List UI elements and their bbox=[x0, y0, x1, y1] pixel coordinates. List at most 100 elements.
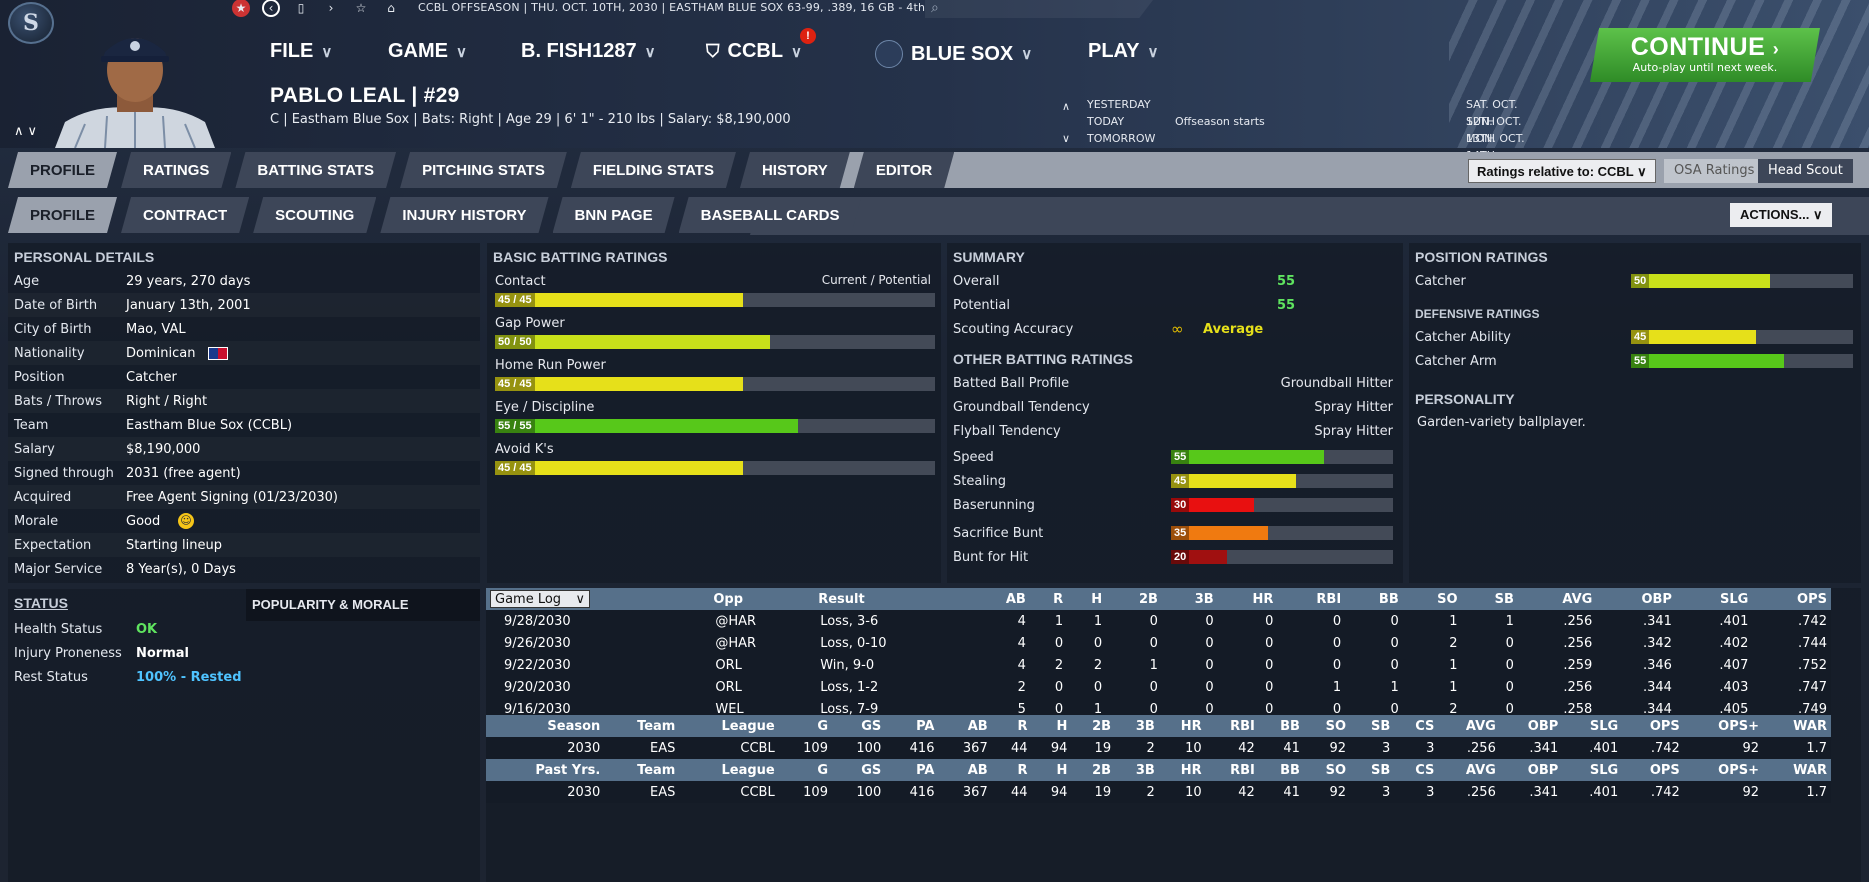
column-header[interactable]: RBI bbox=[1205, 715, 1259, 737]
continue-button[interactable]: CONTINUE › Auto-play until next week. bbox=[1590, 28, 1820, 82]
home-icon[interactable]: ⌂ bbox=[387, 1, 395, 15]
column-header[interactable]: OPS bbox=[1622, 759, 1684, 781]
column-header[interactable]: GS bbox=[831, 715, 886, 737]
column-header[interactable]: 3B bbox=[1161, 588, 1218, 610]
tab-ratings[interactable]: RATINGS bbox=[121, 152, 231, 188]
tab-editor[interactable]: EDITOR bbox=[854, 152, 954, 188]
up-arrow-icon[interactable]: ∧ bbox=[1062, 100, 1071, 113]
subtab-baseball-cards[interactable]: BASEBALL CARDS bbox=[679, 197, 862, 233]
column-header[interactable]: H bbox=[1031, 715, 1072, 737]
popularity-morale-tab[interactable]: POPULARITY & MORALE bbox=[246, 589, 480, 621]
column-header[interactable]: Result bbox=[814, 588, 972, 610]
tab-history[interactable]: HISTORY bbox=[740, 152, 850, 188]
column-header[interactable]: BB bbox=[1258, 715, 1304, 737]
tab-batting-stats[interactable]: BATTING STATS bbox=[235, 152, 396, 188]
column-header[interactable]: Team bbox=[604, 715, 680, 737]
column-header[interactable]: BB bbox=[1258, 759, 1304, 781]
column-header[interactable]: AVG bbox=[1517, 588, 1597, 610]
column-header[interactable]: RBI bbox=[1277, 588, 1346, 610]
actions-button[interactable]: ACTIONS... ∨ bbox=[1730, 203, 1833, 227]
subtab-bnn-page[interactable]: BNN PAGE bbox=[553, 197, 675, 233]
game-log-select[interactable]: Game Log ∨ bbox=[490, 590, 590, 608]
column-header[interactable]: Opp bbox=[709, 588, 815, 610]
column-header[interactable]: SO bbox=[1303, 759, 1351, 781]
column-header[interactable]: OPS+ bbox=[1683, 759, 1763, 781]
column-header[interactable]: 3B bbox=[1115, 715, 1159, 737]
head-scout-toggle[interactable]: Head Scout bbox=[1758, 159, 1853, 183]
column-header[interactable]: SB bbox=[1350, 759, 1395, 781]
column-header[interactable]: R bbox=[991, 715, 1032, 737]
column-header[interactable]: 3B bbox=[1115, 759, 1159, 781]
column-header[interactable]: SB bbox=[1461, 588, 1518, 610]
column-header[interactable]: PA bbox=[885, 759, 939, 781]
down-arrow-icon[interactable]: ∨ bbox=[1062, 132, 1071, 145]
column-header[interactable]: AVG bbox=[1438, 759, 1500, 781]
menu-user[interactable]: B. FISH1287 ∨ bbox=[521, 40, 656, 63]
forward-icon[interactable]: › bbox=[328, 1, 334, 15]
column-header[interactable]: AB bbox=[938, 715, 992, 737]
subtab-profile[interactable]: PROFILE bbox=[8, 197, 117, 233]
column-header[interactable]: League bbox=[679, 759, 779, 781]
column-header[interactable]: WAR bbox=[1763, 759, 1831, 781]
column-header[interactable]: R bbox=[991, 759, 1032, 781]
column-header[interactable]: SLG bbox=[1562, 715, 1623, 737]
column-header[interactable]: Past Yrs. bbox=[486, 759, 605, 781]
column-header[interactable]: OPS bbox=[1752, 588, 1831, 610]
menu-play[interactable]: PLAY ∨ bbox=[1088, 40, 1159, 63]
player-nav-arrows[interactable]: ∧∨ bbox=[14, 124, 42, 139]
game-logo-icon[interactable]: S bbox=[8, 2, 54, 44]
column-header[interactable]: R bbox=[1029, 588, 1068, 610]
column-header[interactable]: G bbox=[778, 715, 832, 737]
column-header[interactable]: GS bbox=[831, 759, 886, 781]
history-icon[interactable]: ‹ bbox=[262, 0, 280, 17]
column-header[interactable]: BB bbox=[1345, 588, 1403, 610]
osa-ratings-toggle[interactable]: OSA Ratings bbox=[1664, 159, 1765, 183]
ratings-relative-select[interactable]: Ratings relative to: CCBL ∨ bbox=[1468, 159, 1656, 183]
column-header[interactable]: HR bbox=[1158, 715, 1206, 737]
star-icon[interactable]: ☆ bbox=[355, 1, 367, 15]
game-log-row[interactable]: 9/22/2030 ORL Win, 9-0 4 2 2 1 0 0 0 0 1 0.259.346.4… bbox=[486, 654, 1831, 676]
phone-icon[interactable]: ▯ bbox=[297, 1, 305, 15]
column-header[interactable]: SLG bbox=[1562, 759, 1623, 781]
game-log-row[interactable]: 9/20/2030 ORL Loss, 1-2 2 0 0 0 0 0 1 1 1 0.256.344.… bbox=[486, 676, 1831, 698]
column-header[interactable]: OBP bbox=[1499, 759, 1563, 781]
column-header[interactable]: HR bbox=[1158, 759, 1206, 781]
game-log-row[interactable]: 9/28/2030 @HAR Loss, 3-6 4 1 1 0 0 0 0 0 1 1.256.341… bbox=[486, 610, 1831, 632]
tab-pitching-stats[interactable]: PITCHING STATS bbox=[400, 152, 567, 188]
detail-value[interactable]: Eastham Blue Sox (CCBL) bbox=[126, 417, 293, 433]
column-header[interactable]: G bbox=[778, 759, 832, 781]
column-header[interactable]: OPS bbox=[1622, 715, 1684, 737]
column-header[interactable]: 2B bbox=[1071, 715, 1116, 737]
column-header[interactable]: OPS+ bbox=[1683, 715, 1763, 737]
game-log-row[interactable]: 9/16/2030 WEL Loss, 7-9 5 0 1 0 0 0 0 0 2 0.258.344.… bbox=[486, 698, 1831, 720]
column-header[interactable]: OBP bbox=[1596, 588, 1676, 610]
menu-league[interactable]: ⛉ CCBL! ∨ bbox=[706, 28, 816, 63]
column-header[interactable]: AB bbox=[971, 588, 1030, 610]
column-header[interactable]: SLG bbox=[1675, 588, 1753, 610]
column-header[interactable]: CS bbox=[1394, 715, 1439, 737]
column-header[interactable]: SB bbox=[1350, 715, 1395, 737]
column-header[interactable]: RBI bbox=[1205, 759, 1259, 781]
league-logo-icon[interactable]: ★ bbox=[232, 0, 250, 17]
menu-game[interactable]: GAME ∨ bbox=[388, 40, 467, 63]
column-header[interactable]: Season bbox=[486, 715, 605, 737]
column-header[interactable]: League bbox=[679, 715, 779, 737]
column-header[interactable]: AVG bbox=[1438, 715, 1500, 737]
column-header[interactable]: H bbox=[1031, 759, 1072, 781]
tab-fielding-stats[interactable]: FIELDING STATS bbox=[571, 152, 736, 188]
column-header[interactable]: AB bbox=[938, 759, 992, 781]
menu-file[interactable]: FILE ∨ bbox=[270, 40, 332, 63]
subtab-contract[interactable]: CONTRACT bbox=[121, 197, 249, 233]
column-header[interactable]: OBP bbox=[1499, 715, 1563, 737]
subtab-injury-history[interactable]: INJURY HISTORY bbox=[380, 197, 548, 233]
search-input[interactable]: ⌕ bbox=[925, 0, 1153, 18]
menu-team[interactable]: BLUE SOX ∨ bbox=[875, 40, 1032, 68]
column-header[interactable]: HR bbox=[1217, 588, 1278, 610]
column-header[interactable]: WAR bbox=[1763, 715, 1831, 737]
column-header[interactable]: Team bbox=[604, 759, 680, 781]
column-header[interactable]: 2B bbox=[1071, 759, 1116, 781]
subtab-scouting[interactable]: SCOUTING bbox=[253, 197, 376, 233]
column-header[interactable]: SO bbox=[1402, 588, 1462, 610]
status-tab[interactable]: STATUS bbox=[14, 595, 68, 611]
column-header[interactable]: CS bbox=[1394, 759, 1439, 781]
